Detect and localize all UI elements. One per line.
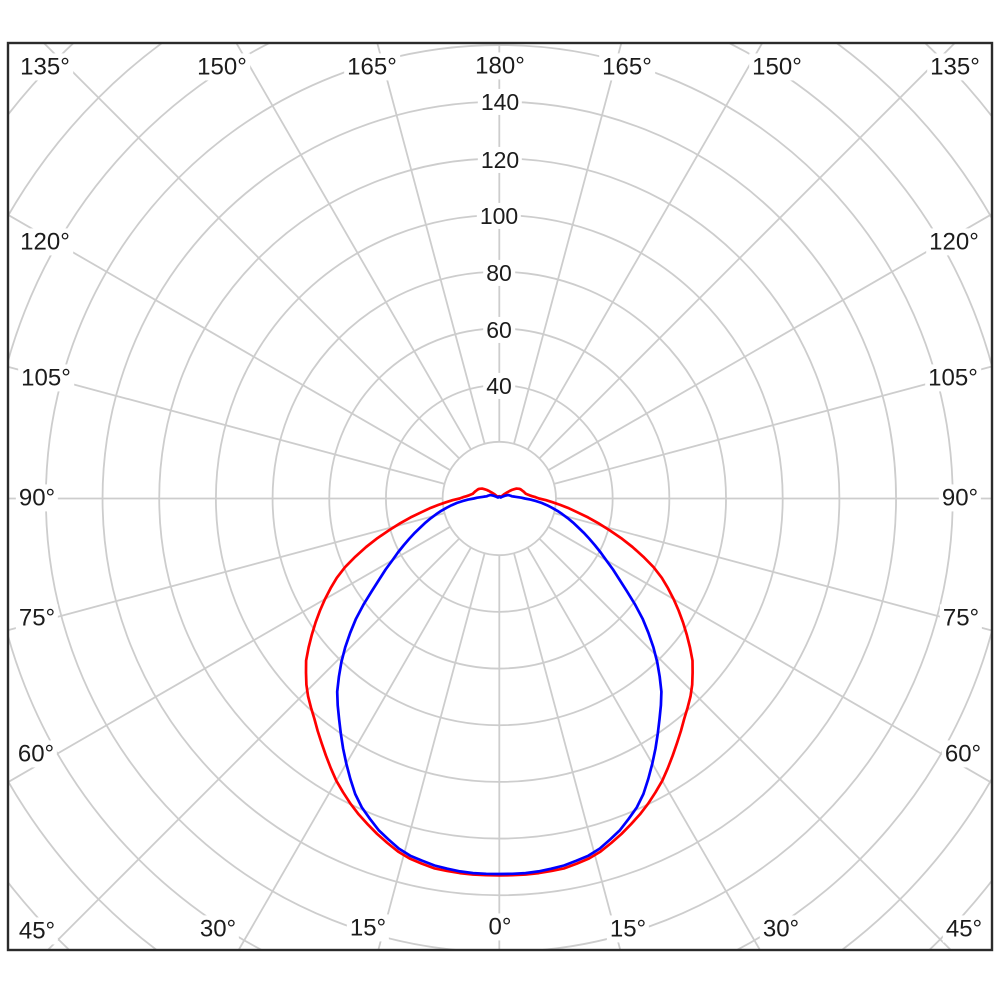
grid-spoke-135 <box>538 43 957 460</box>
angle-label-19-30deg: 30° <box>196 915 240 943</box>
radial-tick-label-120: 120 <box>477 146 523 174</box>
angle-label-3-180deg: 180° <box>472 52 528 80</box>
angle-label-14-105deg: 105° <box>925 364 981 392</box>
outer-red-curve <box>304 487 694 877</box>
grid-spoke-300 <box>8 526 451 784</box>
grid-spoke-75 <box>553 512 992 632</box>
radial-tick-label-40: 40 <box>483 372 515 400</box>
grid-spoke-240 <box>8 213 451 471</box>
angle-label-6-135deg: 135° <box>927 53 983 81</box>
angle-label-17-60deg: 60° <box>941 740 985 768</box>
angle-label-1-150deg: 150° <box>194 53 250 81</box>
angle-label-13-120deg: 120° <box>926 228 982 256</box>
angle-label-22-15deg: 15° <box>606 915 650 943</box>
grid-spoke-255 <box>8 365 445 485</box>
grid-spoke-60 <box>547 526 992 784</box>
grid-spoke-150 <box>526 43 764 450</box>
angle-label-10-75deg: 75° <box>15 604 59 632</box>
angle-label-7-120deg: 120° <box>17 228 73 256</box>
plot-frame <box>6 41 994 952</box>
angle-label-9-90deg: 90° <box>15 484 59 512</box>
angle-label-16-75deg: 75° <box>939 604 983 632</box>
grid-spoke-285 <box>8 512 445 632</box>
grid-spoke-345 <box>377 553 486 950</box>
angle-label-0-135deg: 135° <box>17 53 73 81</box>
radial-tick-label-60: 60 <box>483 316 515 344</box>
radial-tick-label-100: 100 <box>476 202 522 230</box>
angle-label-4-165deg: 165° <box>599 53 655 81</box>
angle-label-12-45deg: 45° <box>15 917 59 945</box>
angle-label-5-150deg: 150° <box>749 53 805 81</box>
angle-label-20-15deg: 15° <box>346 914 390 942</box>
grid-spoke-225 <box>42 43 460 460</box>
angle-label-11-60deg: 60° <box>14 740 58 768</box>
grid-spoke-45 <box>538 537 953 950</box>
angle-label-18-45deg: 45° <box>942 915 986 943</box>
grid-spoke-105 <box>553 365 992 485</box>
angle-label-15-90deg: 90° <box>938 484 982 512</box>
radial-tick-label-140: 140 <box>477 88 523 116</box>
grid-spoke-30 <box>526 547 762 950</box>
grid-spoke-210 <box>235 43 472 450</box>
grid-spoke-120 <box>547 213 992 471</box>
angle-label-2-165deg: 165° <box>344 53 400 81</box>
grid-spoke-330 <box>237 547 472 950</box>
angle-label-8-105deg: 105° <box>18 364 74 392</box>
grid-spoke-165 <box>513 43 623 444</box>
angle-label-21-0deg: 0° <box>485 913 515 941</box>
radial-tick-label-80: 80 <box>483 259 515 287</box>
grid-spoke-15 <box>513 553 622 950</box>
angle-label-23-30deg: 30° <box>759 915 803 943</box>
grid-spoke-315 <box>46 537 460 950</box>
inner-blue-curve <box>335 493 663 876</box>
grid-spoke-195 <box>376 43 486 444</box>
